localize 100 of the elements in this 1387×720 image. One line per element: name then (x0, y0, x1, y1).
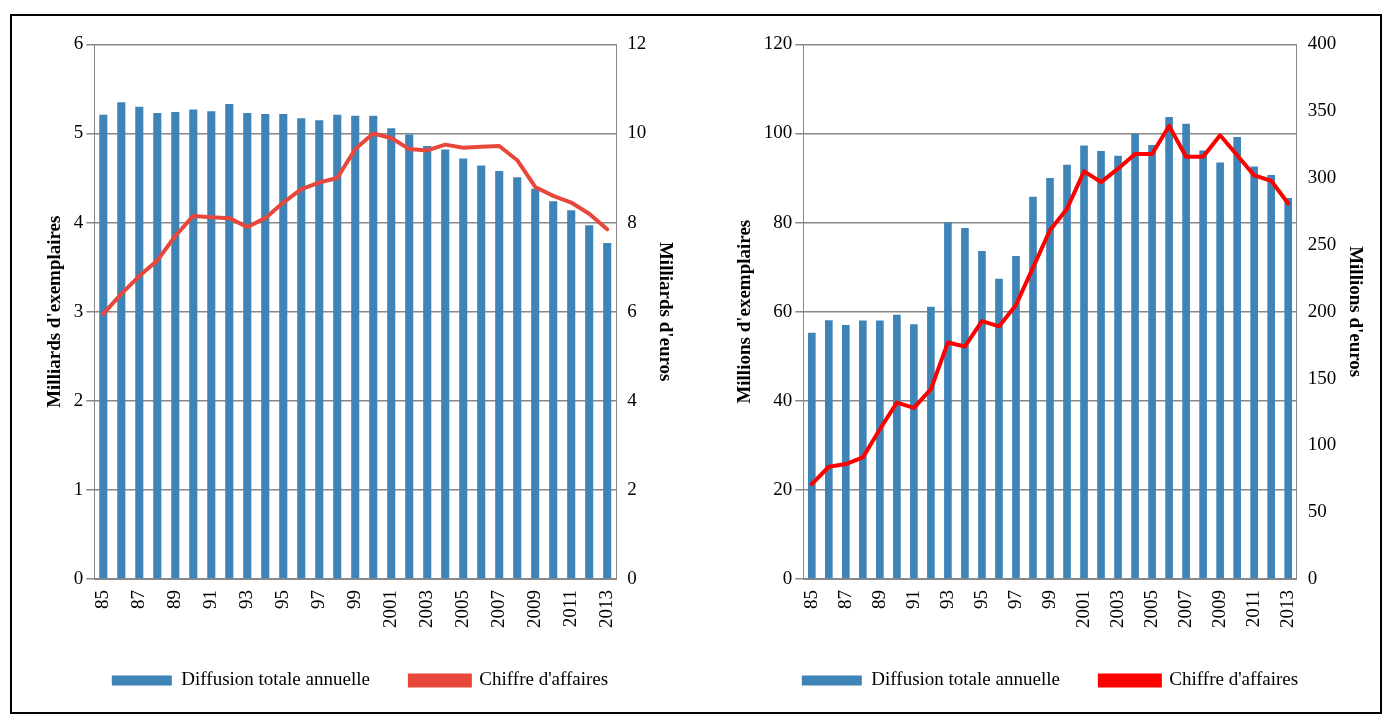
x-tick-label: 85 (799, 590, 821, 609)
x-tick-label: 2003 (1106, 590, 1128, 628)
bar (423, 145, 432, 579)
y2-tick-label: 200 (1307, 299, 1337, 321)
bar (333, 114, 342, 579)
x-tick-label: 2013 (1276, 590, 1298, 628)
bar (495, 170, 504, 579)
y-tick-label: 80 (773, 210, 793, 232)
x-tick-label: 87 (127, 590, 149, 609)
bar (1046, 178, 1054, 579)
y-tick-label: 40 (773, 388, 793, 410)
x-tick-label: 2007 (1174, 590, 1196, 628)
bar (477, 165, 486, 579)
bar (549, 201, 558, 579)
bar (893, 314, 901, 579)
legend-label: Chiffre d'affaires (479, 668, 609, 690)
bar (1216, 162, 1224, 579)
y2-tick-label: 8 (627, 210, 637, 232)
bar (1165, 117, 1173, 579)
x-tick-label: 87 (833, 590, 855, 609)
x-tick-label: 2001 (1072, 590, 1094, 628)
bar (1148, 145, 1156, 579)
bar (944, 222, 952, 579)
y-axis-title: Milliards d'exemplaires (43, 215, 65, 408)
x-tick-label: 2005 (451, 590, 473, 628)
bar (995, 278, 1003, 579)
y2-tick-label: 250 (1307, 232, 1337, 254)
y-axis-title: Millions d'exemplaires (733, 219, 755, 404)
y-tick-label: 2 (73, 388, 84, 410)
bar (1250, 166, 1258, 579)
bar (405, 134, 414, 579)
bar (807, 332, 816, 579)
y-tick-label: 6 (73, 32, 84, 54)
bar (513, 177, 522, 579)
bar (567, 210, 576, 579)
y2-tick-label: 2 (627, 477, 637, 499)
x-tick-label: 91 (901, 590, 923, 609)
bar (243, 113, 252, 579)
y-tick-label: 4 (73, 210, 84, 232)
x-tick-label: 2003 (415, 590, 437, 628)
x-tick-label: 97 (307, 590, 329, 609)
bar (1199, 150, 1207, 579)
x-tick-label: 2011 (1242, 590, 1264, 628)
bar (824, 320, 833, 579)
bar (859, 320, 867, 579)
bar (927, 306, 935, 579)
bar (1063, 164, 1071, 579)
y2-tick-label: 10 (627, 121, 647, 143)
x-tick-label: 95 (969, 590, 991, 609)
bar (315, 120, 324, 579)
x-tick-label: 89 (163, 590, 185, 609)
y2-axis-title: Millions d'euros (1345, 246, 1367, 378)
y-tick-label: 60 (773, 299, 793, 321)
bar (1131, 133, 1139, 579)
x-tick-label: 93 (235, 590, 257, 609)
x-tick-label: 2011 (559, 590, 581, 628)
y-tick-label: 1 (73, 477, 84, 499)
y-tick-label: 0 (782, 566, 793, 588)
bar (978, 251, 986, 579)
bar (1284, 198, 1293, 579)
x-tick-label: 2005 (1140, 590, 1162, 628)
legend-label: Chiffre d'affaires (1169, 668, 1299, 690)
bar (207, 111, 216, 579)
bar (351, 115, 360, 579)
bar (225, 104, 234, 579)
y2-tick-label: 300 (1307, 166, 1337, 188)
y2-tick-label: 400 (1307, 32, 1337, 54)
bar (876, 320, 884, 579)
y-tick-label: 0 (73, 566, 84, 588)
y-tick-label: 20 (773, 477, 793, 499)
x-tick-label: 99 (343, 590, 365, 609)
bar (1097, 150, 1105, 579)
y-tick-label: 5 (73, 121, 84, 143)
x-tick-label: 2001 (379, 590, 401, 628)
bar (387, 128, 396, 579)
bar (99, 114, 108, 579)
y2-axis-title: Milliards d'euros (655, 241, 677, 382)
bar (135, 106, 144, 579)
bar (1182, 123, 1190, 579)
x-tick-label: 89 (867, 590, 889, 609)
bar (531, 188, 540, 579)
x-tick-label: 2009 (1208, 590, 1230, 628)
y2-tick-label: 0 (1307, 566, 1318, 588)
y2-tick-label: 4 (627, 388, 638, 410)
bar (1114, 155, 1122, 579)
bar (189, 109, 198, 579)
y2-tick-label: 350 (1307, 99, 1337, 121)
bar (171, 112, 180, 579)
bar (459, 158, 468, 579)
x-tick-label: 2009 (523, 590, 545, 628)
bar (1012, 256, 1020, 579)
x-tick-label: 2007 (487, 590, 509, 628)
bar (117, 102, 126, 579)
y2-tick-label: 150 (1307, 366, 1337, 388)
bar (1080, 145, 1088, 579)
y-tick-label: 100 (763, 121, 793, 143)
x-tick-label: 95 (271, 590, 293, 609)
bar (369, 115, 378, 579)
legend-label: Diffusion totale annuelle (871, 668, 1060, 690)
bar (297, 118, 306, 579)
